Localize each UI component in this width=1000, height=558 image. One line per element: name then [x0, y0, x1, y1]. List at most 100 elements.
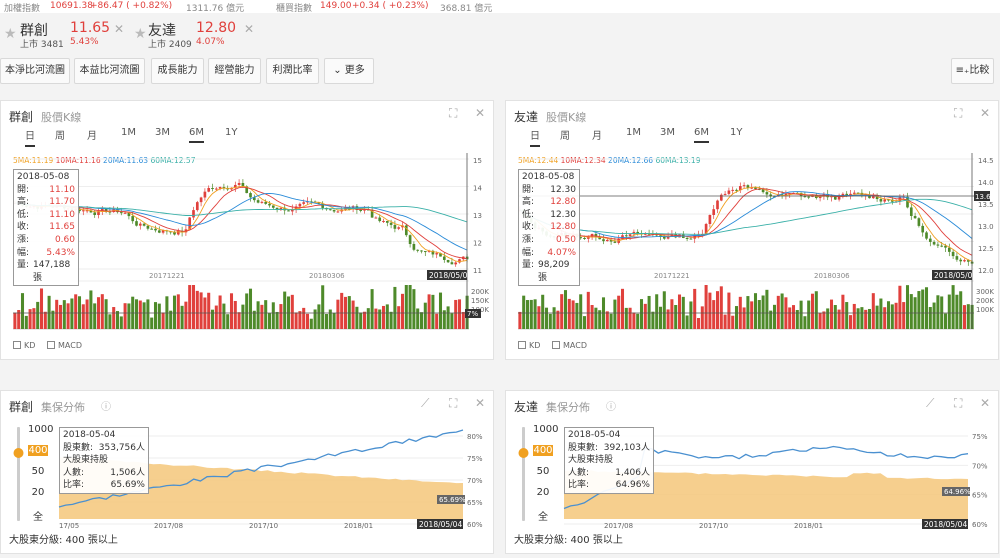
line-chart-icon[interactable]: ⟋ — [421, 396, 430, 410]
star-icon[interactable]: ★ — [4, 26, 17, 42]
tip-label: 幅: — [17, 247, 30, 258]
volume-tick-label: 150K — [471, 297, 489, 305]
volume-bar — [605, 311, 609, 329]
y-tick-label: 75% — [972, 433, 988, 441]
ma20-label: 20MA:11.63 — [103, 156, 149, 165]
shareholding-chart[interactable]: 80% 75% 70% 65% 60% 17/05 2017/08 2017/10 2018/0… — [1, 391, 495, 555]
close-icon[interactable]: ✕ — [244, 22, 255, 36]
panel-title: 集保分佈 — [546, 401, 590, 414]
volume-bar — [655, 294, 659, 329]
tab-6m[interactable]: 6M — [189, 127, 204, 143]
stock-market: 上市 3481 — [20, 40, 64, 50]
level-1000[interactable]: 1000 — [533, 424, 559, 435]
candle — [195, 202, 199, 211]
pb-river-button[interactable]: 本淨比河流圖 — [0, 58, 70, 84]
tip-label: 股東數: — [568, 442, 599, 453]
pe-river-button[interactable]: 本益比河流圖 — [74, 58, 145, 84]
candle — [135, 221, 138, 226]
kline-panel: 群創 股價K線 ⛶ ✕ 日 周 月 1M 3M 6M 1Y 5MA:11.19 … — [0, 100, 494, 360]
shareholding-chart[interactable]: 75% 70% 65% 60% 2017/08 2017/10 2018/01 64.96% 2… — [506, 391, 1000, 555]
candle — [442, 256, 446, 260]
kline-chart[interactable]: 15141312112017122120180306200K150K100K20… — [1, 101, 495, 361]
operation-button[interactable]: 經營能力 — [208, 58, 261, 84]
level-20[interactable]: 20 — [31, 487, 45, 498]
volume-bar — [704, 285, 708, 329]
volume-bar — [153, 302, 158, 329]
candle — [199, 197, 203, 203]
info-icon[interactable]: ⓘ — [101, 402, 111, 413]
candle — [431, 250, 435, 255]
level-1000[interactable]: 1000 — [28, 424, 54, 435]
kline-chart[interactable]: 14.5 14.0 13.5 13.0 12.5 12.0 20171221 20180306… — [506, 101, 1000, 361]
line-chart-icon[interactable]: ⟋ — [926, 396, 935, 410]
more-button[interactable]: ⌄ 更多 — [324, 58, 374, 84]
volume-bar — [104, 299, 108, 329]
volume-bar — [446, 306, 450, 329]
volume-bar — [370, 289, 374, 329]
tip-value: 11.70 — [49, 197, 75, 208]
star-icon[interactable]: ★ — [134, 26, 147, 42]
tip-value: 64.96% — [615, 480, 650, 491]
volume-bar — [928, 307, 932, 329]
compare-button[interactable]: ≡₊比較 — [951, 58, 994, 84]
candle — [735, 189, 738, 191]
growth-button[interactable]: 成長能力 — [151, 58, 204, 84]
analysis-toolbar: 本淨比河流圖 本益比河流圖 成長能力 經營能力 利潤比率 ⌄ 更多 ≡₊比較 — [0, 58, 1000, 86]
expand-icon[interactable]: ⛶ — [954, 106, 963, 120]
candle — [769, 194, 773, 197]
tab-1y[interactable]: 1Y — [225, 127, 238, 138]
level-all[interactable]: 全 — [33, 512, 43, 523]
expand-icon[interactable]: ⛶ — [954, 396, 963, 410]
stock-chip[interactable]: ★ 群創 11.65 上市 3481 5.43% ✕ — [0, 16, 135, 52]
tab-day[interactable]: 日 — [530, 127, 540, 147]
index-change: +0.34 ( +0.23%) — [352, 1, 429, 11]
level-50[interactable]: 50 — [31, 466, 45, 477]
kd-checkbox[interactable]: KD — [518, 341, 540, 350]
tab-3m[interactable]: 3M — [660, 127, 675, 138]
candle — [302, 202, 306, 204]
volume-bar — [24, 315, 28, 329]
tab-1m[interactable]: 1M — [626, 127, 641, 138]
level-20[interactable]: 20 — [536, 487, 550, 498]
tab-month[interactable]: 月 — [87, 131, 97, 142]
volume-bar — [620, 288, 625, 329]
tab-week[interactable]: 周 — [55, 131, 65, 142]
candle — [279, 207, 283, 210]
stock-chip[interactable]: ★ 友達 12.80 上市 2409 4.07% ✕ — [130, 16, 270, 52]
close-icon[interactable]: ✕ — [475, 106, 486, 120]
tab-month[interactable]: 月 — [592, 131, 602, 142]
candle — [203, 191, 207, 198]
candle — [249, 193, 252, 198]
tab-1y[interactable]: 1Y — [730, 127, 743, 138]
volume-bar — [389, 311, 393, 329]
close-icon[interactable]: ✕ — [980, 106, 991, 120]
volume-bar — [829, 299, 834, 329]
level-50[interactable]: 50 — [536, 466, 550, 477]
volume-bar — [780, 293, 784, 329]
level-400[interactable]: 400 — [28, 445, 48, 456]
level-slider-track — [17, 427, 20, 521]
macd-checkbox[interactable]: MACD — [552, 341, 587, 350]
volume-bar — [826, 308, 830, 329]
info-icon[interactable]: ⓘ — [606, 402, 616, 413]
kd-checkbox[interactable]: KD — [13, 341, 35, 350]
tab-week[interactable]: 周 — [560, 131, 570, 142]
tab-6m[interactable]: 6M — [694, 127, 709, 143]
close-icon[interactable]: ✕ — [114, 22, 125, 36]
level-all[interactable]: 全 — [538, 512, 548, 523]
close-icon[interactable]: ✕ — [475, 396, 486, 410]
profit-ratio-button[interactable]: 利潤比率 — [266, 58, 319, 84]
y-tick-label: 70% — [972, 462, 988, 470]
y-tick-label: 12.0 — [978, 267, 994, 275]
close-icon[interactable]: ✕ — [980, 396, 991, 410]
tab-1m[interactable]: 1M — [121, 127, 136, 138]
volume-bar — [324, 314, 329, 329]
level-400[interactable]: 400 — [533, 445, 553, 456]
candle — [374, 217, 378, 219]
volume-bar — [537, 306, 541, 329]
expand-icon[interactable]: ⛶ — [449, 396, 458, 410]
expand-icon[interactable]: ⛶ — [449, 106, 458, 120]
macd-checkbox[interactable]: MACD — [47, 341, 82, 350]
tab-3m[interactable]: 3M — [155, 127, 170, 138]
tab-day[interactable]: 日 — [25, 127, 35, 147]
